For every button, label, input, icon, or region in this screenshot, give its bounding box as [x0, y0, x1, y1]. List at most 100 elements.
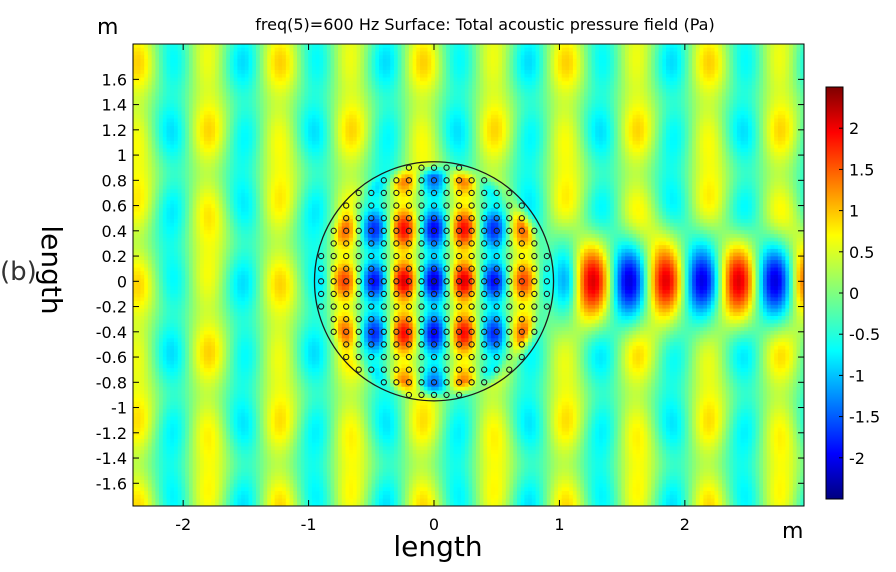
field-cell [178, 119, 182, 123]
field-cell [483, 59, 487, 63]
field-cell [517, 55, 521, 59]
field-cell [278, 107, 282, 111]
field-cell [610, 126, 614, 130]
field-cell [681, 96, 685, 100]
field-cell [707, 126, 711, 130]
field-cell [696, 126, 700, 130]
field-cell [532, 48, 536, 52]
field-cell [763, 122, 767, 126]
field-cell [733, 107, 737, 111]
field-cell [293, 130, 297, 134]
field-cell [688, 96, 692, 100]
field-cell [260, 119, 264, 123]
field-cell [394, 122, 398, 126]
field-cell [256, 51, 260, 55]
field-cell [577, 89, 581, 93]
field-cell [185, 92, 189, 96]
field-cell [603, 74, 607, 78]
field-cell [517, 100, 521, 104]
field-cell [338, 141, 342, 145]
field-cell [584, 115, 588, 119]
field-cell [524, 111, 528, 115]
field-cell [353, 70, 357, 74]
field-cell [696, 119, 700, 123]
field-cell [208, 74, 212, 78]
field-cell [603, 66, 607, 70]
field-cell [450, 119, 454, 123]
field-cell [454, 115, 458, 119]
field-cell [345, 78, 349, 82]
field-cell [394, 81, 398, 85]
field-cell [405, 130, 409, 134]
field-cell [465, 55, 469, 59]
field-cell [379, 100, 383, 104]
field-cell [286, 85, 290, 89]
field-cell [454, 92, 458, 96]
field-cell [636, 100, 640, 104]
field-cell [152, 51, 156, 55]
field-cell [476, 92, 480, 96]
field-cell [763, 104, 767, 108]
field-cell [752, 122, 756, 126]
field-cell [193, 55, 197, 59]
field-cell [416, 51, 420, 55]
field-cell [435, 48, 439, 52]
field-cell [539, 92, 543, 96]
field-cell [696, 78, 700, 82]
field-cell [252, 107, 256, 111]
field-cell [178, 70, 182, 74]
field-cell [595, 48, 599, 52]
field-cell [644, 92, 648, 96]
field-cell [662, 130, 666, 134]
field-cell [405, 48, 409, 52]
field-cell [793, 78, 797, 82]
field-cell [662, 78, 666, 82]
field-cell [547, 78, 551, 82]
field-cell [610, 133, 614, 137]
field-cell [629, 137, 633, 141]
field-cell [219, 141, 223, 145]
field-cell [647, 137, 651, 141]
field-cell [181, 133, 185, 137]
field-cell [286, 44, 290, 48]
field-cell [435, 51, 439, 55]
field-cell [331, 104, 335, 108]
field-cell [469, 55, 473, 59]
field-cell [536, 100, 540, 104]
field-cell [782, 81, 786, 85]
field-cell [793, 137, 797, 141]
field-cell [707, 55, 711, 59]
field-cell [666, 111, 670, 115]
field-cell [390, 59, 394, 63]
field-cell [163, 70, 167, 74]
field-cell [152, 66, 156, 70]
field-cell [539, 133, 543, 137]
field-cell [551, 59, 555, 63]
field-cell [181, 78, 185, 82]
field-cell [565, 59, 569, 63]
field-cell [450, 104, 454, 108]
field-cell [133, 44, 137, 48]
field-cell [726, 122, 730, 126]
field-cell [189, 66, 193, 70]
field-cell [159, 89, 163, 93]
field-cell [204, 89, 208, 93]
field-cell [353, 85, 357, 89]
field-cell [498, 55, 502, 59]
field-cell [263, 126, 267, 130]
field-cell [454, 74, 458, 78]
field-cell [636, 141, 640, 145]
field-cell [472, 70, 476, 74]
field-cell [237, 119, 241, 123]
field-cell [241, 141, 245, 145]
field-cell [606, 63, 610, 67]
field-cell [267, 137, 271, 141]
field-cell [502, 130, 506, 134]
field-cell [502, 126, 506, 130]
field-cell [536, 51, 540, 55]
field-cell [599, 100, 603, 104]
field-cell [293, 104, 297, 108]
field-cell [133, 122, 137, 126]
field-cell [603, 63, 607, 67]
field-cell [167, 130, 171, 134]
